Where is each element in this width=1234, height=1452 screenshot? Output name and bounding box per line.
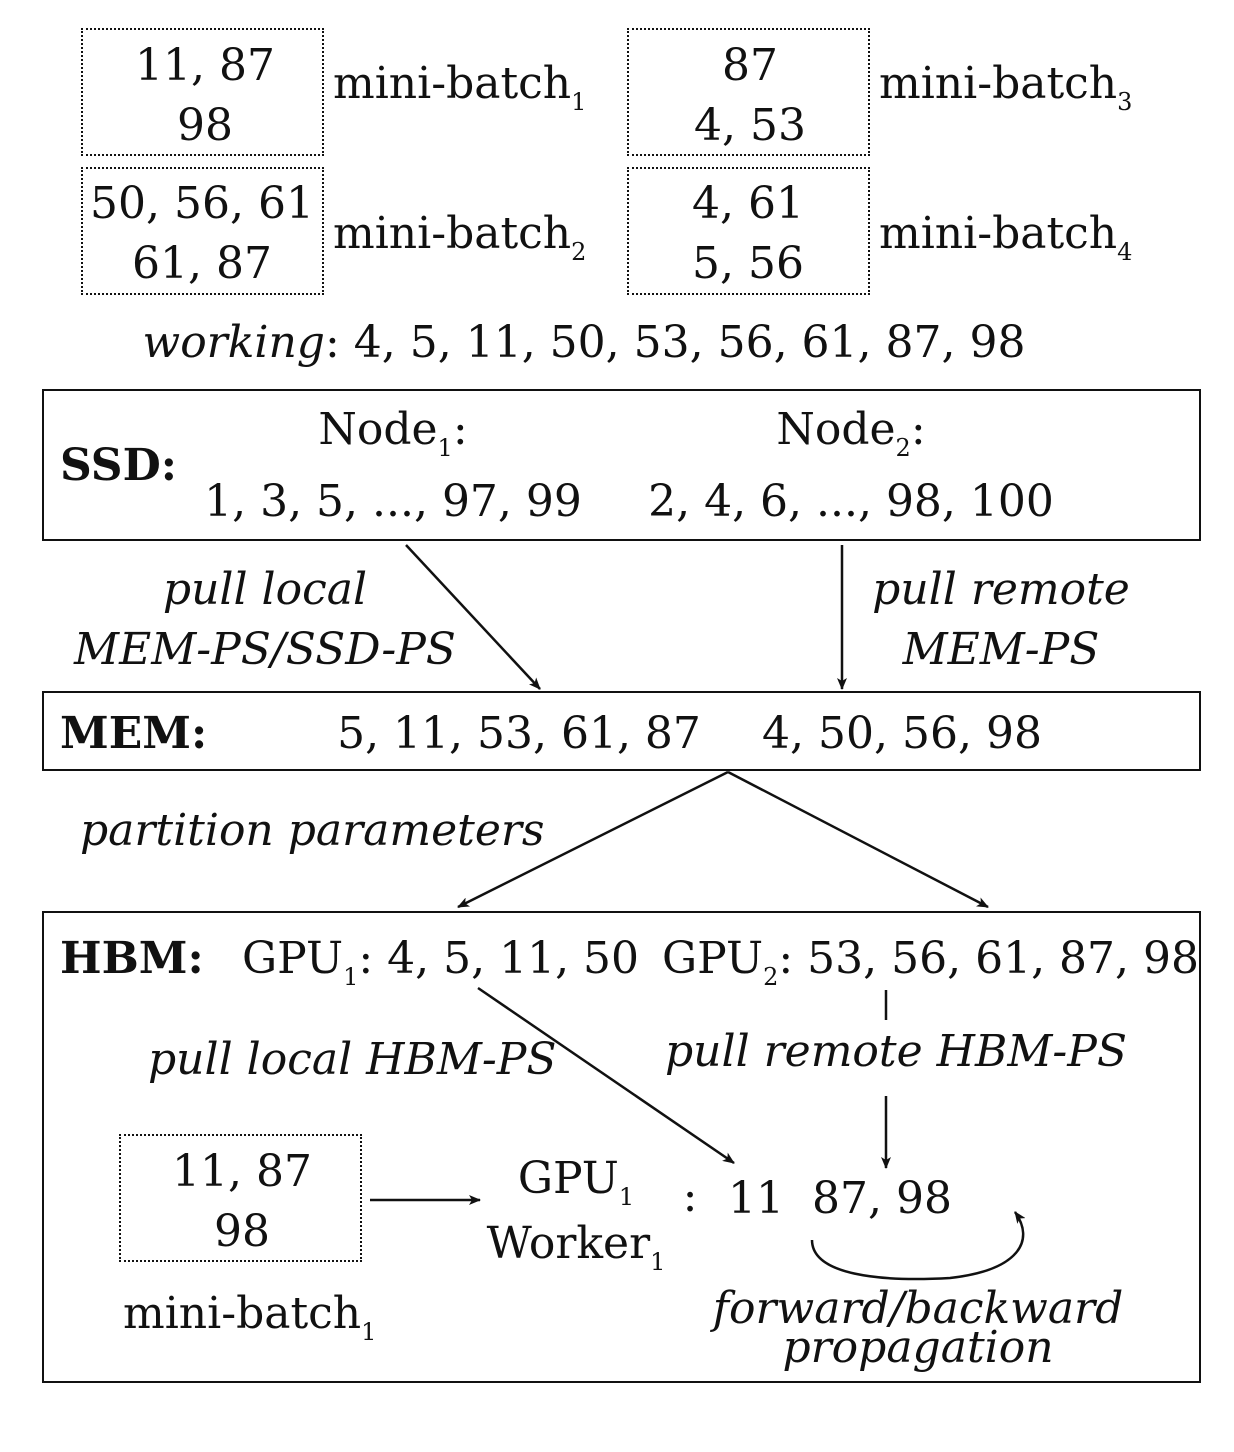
partition-arrow-right bbox=[727, 770, 989, 909]
hbm-mini-batch-line1: 11, 87 bbox=[172, 1146, 312, 1197]
pull-local-hbm-arrow bbox=[477, 986, 735, 1165]
mem-values-node2: 4, 50, 56, 98 bbox=[762, 708, 1042, 759]
pull-remote-hbm-label: pull remote HBM-PS bbox=[665, 1026, 1127, 1077]
mini-batch-4-label: mini-batch4 bbox=[879, 208, 1133, 266]
mini-batch-4-box bbox=[627, 167, 870, 295]
partition-arrow-left bbox=[457, 770, 729, 909]
mini-batch-4-line1: 4, 61 bbox=[692, 178, 804, 229]
worker-colon: : bbox=[682, 1171, 698, 1222]
mini-batch-1-label: mini-batch1 bbox=[333, 58, 587, 116]
mini-batch-1-line2: 98 bbox=[177, 100, 233, 151]
working-set: working: 4, 5, 11, 50, 53, 56, 61, 87, 9… bbox=[142, 317, 1026, 368]
mini-batch-4-line2: 5, 56 bbox=[692, 238, 804, 289]
local-pulled-value: 11 bbox=[728, 1173, 784, 1224]
mini-batch-3-box bbox=[627, 28, 870, 156]
hbm-box bbox=[42, 911, 1201, 1383]
ssd-label: SSD: bbox=[60, 440, 177, 491]
propagation-label-line2: propagation bbox=[782, 1322, 1054, 1373]
hbm-gpu2: GPU2: 53, 56, 61, 87, 98 bbox=[662, 933, 1199, 991]
propagation-loop-arrow bbox=[810, 1211, 1026, 1281]
mini-batch-3-label: mini-batch3 bbox=[879, 58, 1133, 116]
partition-label: partition parameters bbox=[80, 805, 545, 856]
mini-batch-2-line2: 61, 87 bbox=[132, 238, 272, 289]
mini-batch-2-box bbox=[81, 167, 324, 295]
pull-remote-label-line1: pull remote bbox=[872, 564, 1130, 615]
worker-gpu-label: GPU1 bbox=[517, 1153, 635, 1211]
mem-values-node1: 5, 11, 53, 61, 87 bbox=[337, 708, 701, 759]
mini-batch-3-line1: 87 bbox=[722, 40, 778, 91]
ssd-node2-title: Node2: bbox=[776, 404, 926, 462]
pull-local-arrow bbox=[405, 544, 541, 690]
pull-local-hbm-label: pull local HBM-PS bbox=[148, 1034, 557, 1085]
pull-remote-label-line2: MEM-PS bbox=[902, 624, 1100, 675]
mini-batch-1-box bbox=[81, 28, 324, 156]
hbm-mini-batch-line2: 98 bbox=[214, 1206, 270, 1257]
pull-local-label-line1: pull local bbox=[162, 564, 368, 615]
mini-batch-1-line1: 11, 87 bbox=[135, 40, 275, 91]
propagation-label-line1: forward/backward bbox=[712, 1283, 1124, 1334]
worker-label: Worker1 bbox=[486, 1218, 666, 1276]
remote-pulled-values: 87, 98 bbox=[812, 1173, 952, 1224]
hbm-gpu1: GPU1: 4, 5, 11, 50 bbox=[242, 933, 640, 991]
hbm-mini-batch-box bbox=[119, 1134, 362, 1262]
hbm-mini-batch-label: mini-batch1 bbox=[123, 1288, 377, 1346]
mem-box bbox=[42, 691, 1201, 771]
mem-label: MEM: bbox=[60, 708, 208, 759]
ssd-node2-values: 2, 4, 6, ..., 98, 100 bbox=[648, 476, 1054, 527]
mini-batch-2-line1: 50, 56, 61 bbox=[90, 178, 314, 229]
hbm-label: HBM: bbox=[60, 933, 204, 984]
mini-batch-3-line2: 4, 53 bbox=[694, 100, 806, 151]
ssd-box bbox=[42, 389, 1201, 541]
mini-batch-2-label: mini-batch2 bbox=[333, 208, 587, 266]
pull-local-label-line2: MEM-PS/SSD-PS bbox=[74, 624, 456, 675]
ssd-node1-values: 1, 3, 5, ..., 97, 99 bbox=[204, 476, 582, 527]
ssd-node1-title: Node1: bbox=[318, 404, 468, 462]
